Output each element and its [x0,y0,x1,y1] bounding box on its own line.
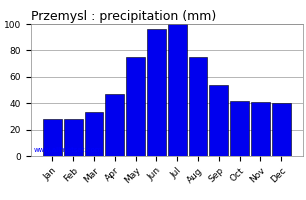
Bar [251,102,270,156]
Bar [168,24,187,156]
Bar [64,119,83,156]
Text: www.allmetsat.com: www.allmetsat.com [33,147,102,153]
Bar [272,103,291,156]
Bar [105,94,124,156]
Bar [43,119,62,156]
Bar [147,29,166,156]
Bar [84,112,103,156]
Bar [188,57,207,156]
Bar [209,85,228,156]
Bar [126,57,145,156]
Bar [230,101,249,156]
Text: Przemysl : precipitation (mm): Przemysl : precipitation (mm) [31,10,216,23]
